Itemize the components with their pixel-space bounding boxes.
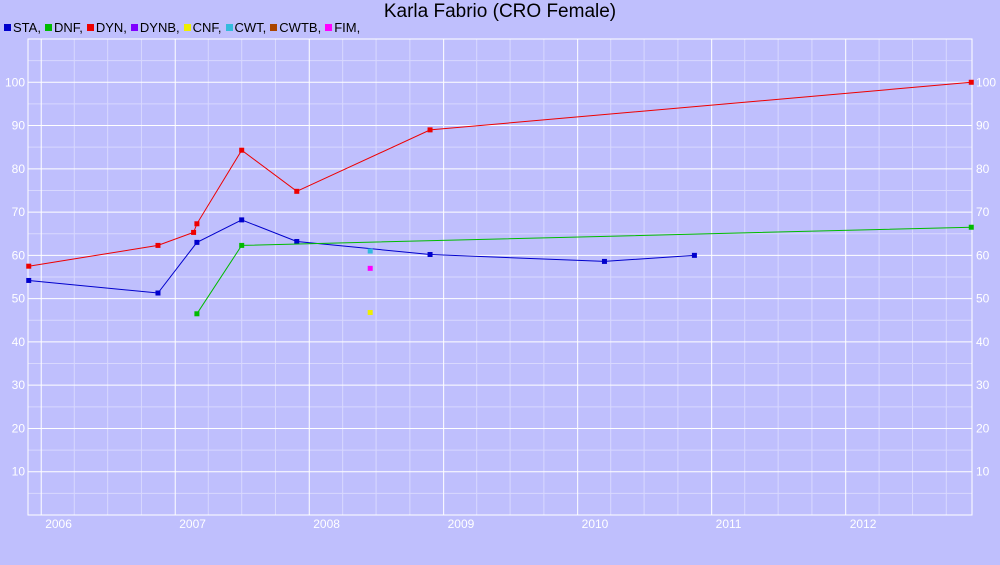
y-tick-label-left: 60 (12, 248, 26, 262)
data-point-dyn (968, 79, 974, 85)
legend-swatch (86, 24, 94, 31)
data-point-sta (239, 217, 245, 223)
x-tick-label: 2009 (448, 517, 475, 531)
data-point-fim (367, 265, 373, 271)
y-tick-label-right: 10 (976, 465, 990, 479)
data-point-dyn (155, 242, 161, 248)
data-point-sta (194, 239, 200, 245)
y-tick-label-right: 40 (976, 335, 990, 349)
y-tick-label-right: 70 (976, 205, 990, 219)
y-tick-label-right: 90 (976, 119, 990, 133)
chart-title: Karla Fabrio (CRO Female) (383, 1, 617, 22)
legend-swatch (270, 24, 278, 31)
legend-item-cwtb: CWTB, (270, 20, 321, 35)
legend-item-cnf: CNF, (183, 20, 222, 35)
legend-swatch (183, 24, 191, 31)
series-line-sta (28, 219, 695, 294)
data-point-dnf (194, 311, 200, 317)
data-point-cnf (367, 309, 373, 315)
data-point-cwt (367, 248, 373, 254)
y-tick-label-left: 30 (12, 378, 26, 392)
series-line-dyn (28, 81, 972, 267)
data-point-sta (427, 251, 433, 257)
legend-swatch (325, 24, 333, 31)
x-tick-label: 2008 (313, 517, 340, 531)
legend-item-sta: STA, (4, 20, 41, 35)
legend-label: CWT, (234, 20, 267, 35)
y-tick-label-left: 90 (12, 119, 26, 133)
y-tick-label-left: 80 (12, 162, 26, 176)
data-point-sta (294, 239, 300, 245)
y-tick-label-left: 10 (12, 465, 26, 479)
y-tick-label-left: 100 (5, 75, 25, 89)
y-tick-label-right: 50 (976, 292, 990, 306)
chart-legend: STA, DNF, DYN, DYNB, CNF, CWT, CWTB, FIM, (4, 20, 364, 35)
legend-swatch (130, 24, 138, 31)
legend-item-fim: FIM, (325, 20, 360, 35)
y-tick-label-left: 50 (12, 292, 26, 306)
y-tick-label-right: 20 (976, 421, 990, 435)
legend-item-cwt: CWT, (225, 20, 267, 35)
data-point-dnf (968, 224, 974, 230)
x-tick-label: 2011 (716, 517, 742, 531)
data-point-dyn (191, 229, 197, 235)
legend-label: CWTB, (279, 20, 322, 35)
y-tick-label-left: 70 (12, 205, 26, 219)
y-tick-label-right: 60 (976, 248, 990, 262)
x-tick-label: 2010 (582, 517, 609, 531)
y-tick-label-right: 30 (976, 378, 990, 392)
data-point-dyn (194, 221, 200, 227)
y-tick-label-right: 100 (976, 75, 996, 89)
data-point-dyn (427, 127, 433, 133)
legend-swatch (225, 24, 233, 31)
legend-item-dyn: DYN, (86, 20, 127, 35)
legend-swatch (4, 24, 11, 31)
data-point-dyn (294, 188, 300, 194)
legend-item-dnf: DNF, (44, 20, 83, 35)
legend-label: DNF, (53, 20, 83, 35)
x-tick-label: 2012 (850, 517, 877, 531)
x-tick-label: 2006 (45, 517, 72, 531)
y-tick-label-right: 80 (976, 162, 990, 176)
data-point-sta (601, 258, 607, 264)
series-line-dnf (196, 226, 972, 315)
legend-swatch (44, 24, 52, 31)
data-point-dyn (26, 263, 32, 269)
data-point-dyn (239, 147, 245, 153)
data-point-dnf (239, 242, 245, 248)
x-tick-label: 2007 (179, 517, 206, 531)
legend-label: DYNB, (139, 20, 180, 35)
y-tick-label-left: 40 (12, 335, 26, 349)
data-point-sta (26, 277, 32, 283)
data-point-sta (691, 252, 697, 258)
legend-label: CNF, (192, 20, 222, 35)
plot-border (27, 38, 973, 516)
data-point-sta (155, 290, 161, 296)
legend-item-dynb: DYNB, (130, 20, 180, 35)
legend-label: DYN, (95, 20, 127, 35)
legend-label: STA, (13, 20, 41, 35)
y-tick-label-left: 20 (12, 421, 26, 435)
legend-label: FIM, (334, 20, 361, 35)
